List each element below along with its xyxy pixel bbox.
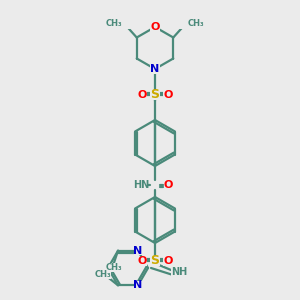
Text: N: N [150,64,160,74]
Bar [150,64,160,74]
Text: NH: NH [171,267,187,277]
Text: CH₃: CH₃ [95,270,111,279]
Bar [150,256,160,266]
Bar [106,263,122,272]
Text: O: O [163,90,173,100]
Bar [134,181,148,190]
Text: O: O [150,22,160,32]
Bar [163,91,173,100]
Bar [150,90,160,100]
Bar [117,20,131,29]
Bar [164,181,172,190]
Bar [150,22,160,32]
Bar [163,256,173,266]
Text: N: N [134,246,142,256]
Text: S: S [151,88,160,101]
Bar [134,246,142,255]
Bar [95,270,111,279]
Bar [179,20,193,29]
Bar [137,91,147,100]
Bar [134,281,142,290]
Text: O: O [137,90,147,100]
Text: O: O [163,180,173,190]
Bar [171,268,185,277]
Text: CH₃: CH₃ [106,19,123,28]
Text: CH₃: CH₃ [187,19,204,28]
Text: O: O [137,256,147,266]
Text: S: S [151,254,160,268]
Bar [137,256,147,266]
Text: O: O [163,256,173,266]
Text: HN: HN [133,180,149,190]
Text: N: N [134,280,142,290]
Text: CH₃: CH₃ [106,263,122,272]
